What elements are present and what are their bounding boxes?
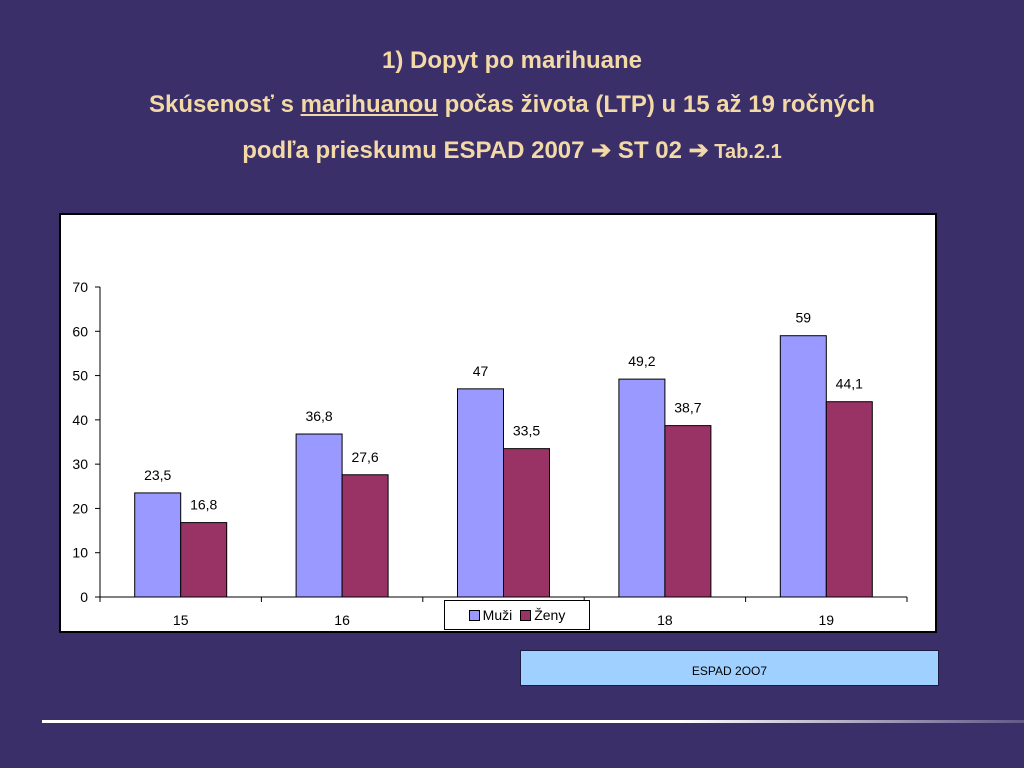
legend-swatch-muzi: [468, 609, 480, 621]
bar-zeny: [825, 401, 873, 598]
y-tick-label: 50: [72, 368, 88, 384]
title-line-2-pre: Skúsenosť s: [149, 91, 301, 118]
title-line-2: Skúsenosť s marihuanou počas života (LTP…: [0, 82, 1024, 128]
arrow-right-icon: ➔: [591, 137, 612, 164]
y-tick-label: 40: [72, 412, 88, 428]
x-tick-label: 15: [173, 612, 189, 628]
bar-zeny: [664, 425, 712, 598]
bar-zeny: [180, 522, 228, 598]
legend-item-muzi: Muži: [468, 607, 513, 623]
source-box: ESPAD 2OO7: [520, 650, 939, 686]
arrow-right-icon: ➔: [688, 137, 709, 164]
bar-muzi: [295, 433, 343, 598]
y-tick-label: 0: [80, 589, 88, 605]
bar-zeny: [503, 448, 550, 598]
legend-label-muzi: Muži: [482, 607, 513, 623]
title-line-1: 1) Dopyt po marihuane: [381, 47, 643, 74]
data-label: 23,5: [144, 467, 171, 483]
data-label: 33,5: [513, 423, 540, 439]
chart-legend: Muži Ženy: [444, 600, 590, 630]
data-label: 44,1: [836, 376, 863, 392]
data-label: 16,8: [190, 497, 217, 513]
data-label: 49,2: [628, 353, 655, 369]
x-tick-label: 16: [334, 612, 350, 628]
x-tick-label: 18: [657, 612, 673, 628]
bar-muzi: [457, 388, 504, 598]
chart-area: 0 10 20 30 40 50 60 70 23,5 16,8 15 36,8 27,6 16 47 33,…: [59, 213, 937, 633]
x-tick-label: 19: [819, 612, 835, 628]
source-label: ESPAD 2OO7: [691, 664, 768, 678]
title-line-2-post: počas života (LTP) u 15 až 19 ročných: [437, 91, 875, 118]
legend-item-zeny: Ženy: [520, 607, 565, 623]
y-tick-label: 30: [72, 456, 88, 472]
data-label: 59: [796, 310, 812, 326]
data-label: 36,8: [305, 408, 332, 424]
bar-zeny: [341, 474, 389, 598]
title-line-3-main: podľa prieskumu ESPAD 2007: [242, 137, 592, 164]
legend-swatch-zeny: [520, 609, 532, 621]
y-tick-label: 20: [72, 500, 88, 516]
bar-chart: 0 10 20 30 40 50 60 70 23,5 16,8 15 36,8 27,6 16 47 33,…: [72, 279, 908, 628]
y-tick-label: 10: [72, 545, 88, 561]
footer-divider: [42, 720, 1024, 723]
title-line-3-mid: ST 02: [611, 137, 689, 164]
slide-title: 1) Dopyt po marihuane Skúsenosť s marihu…: [0, 40, 1024, 175]
data-label: 27,6: [351, 449, 378, 465]
y-tick-label: 60: [72, 323, 88, 339]
legend-label-zeny: Ženy: [534, 607, 566, 623]
title-line-3-small: Tab.2.1: [708, 141, 782, 163]
data-label: 47: [473, 363, 489, 379]
bar-muzi: [134, 492, 182, 598]
bar-muzi: [618, 378, 666, 598]
title-line-3: podľa prieskumu ESPAD 2007 ➔ ST 02 ➔ Tab…: [0, 128, 1024, 175]
y-tick-label: 70: [72, 279, 88, 295]
bar-muzi: [779, 335, 827, 598]
data-label: 38,7: [674, 400, 701, 416]
title-line-2-underlined: marihuanou: [300, 91, 438, 118]
